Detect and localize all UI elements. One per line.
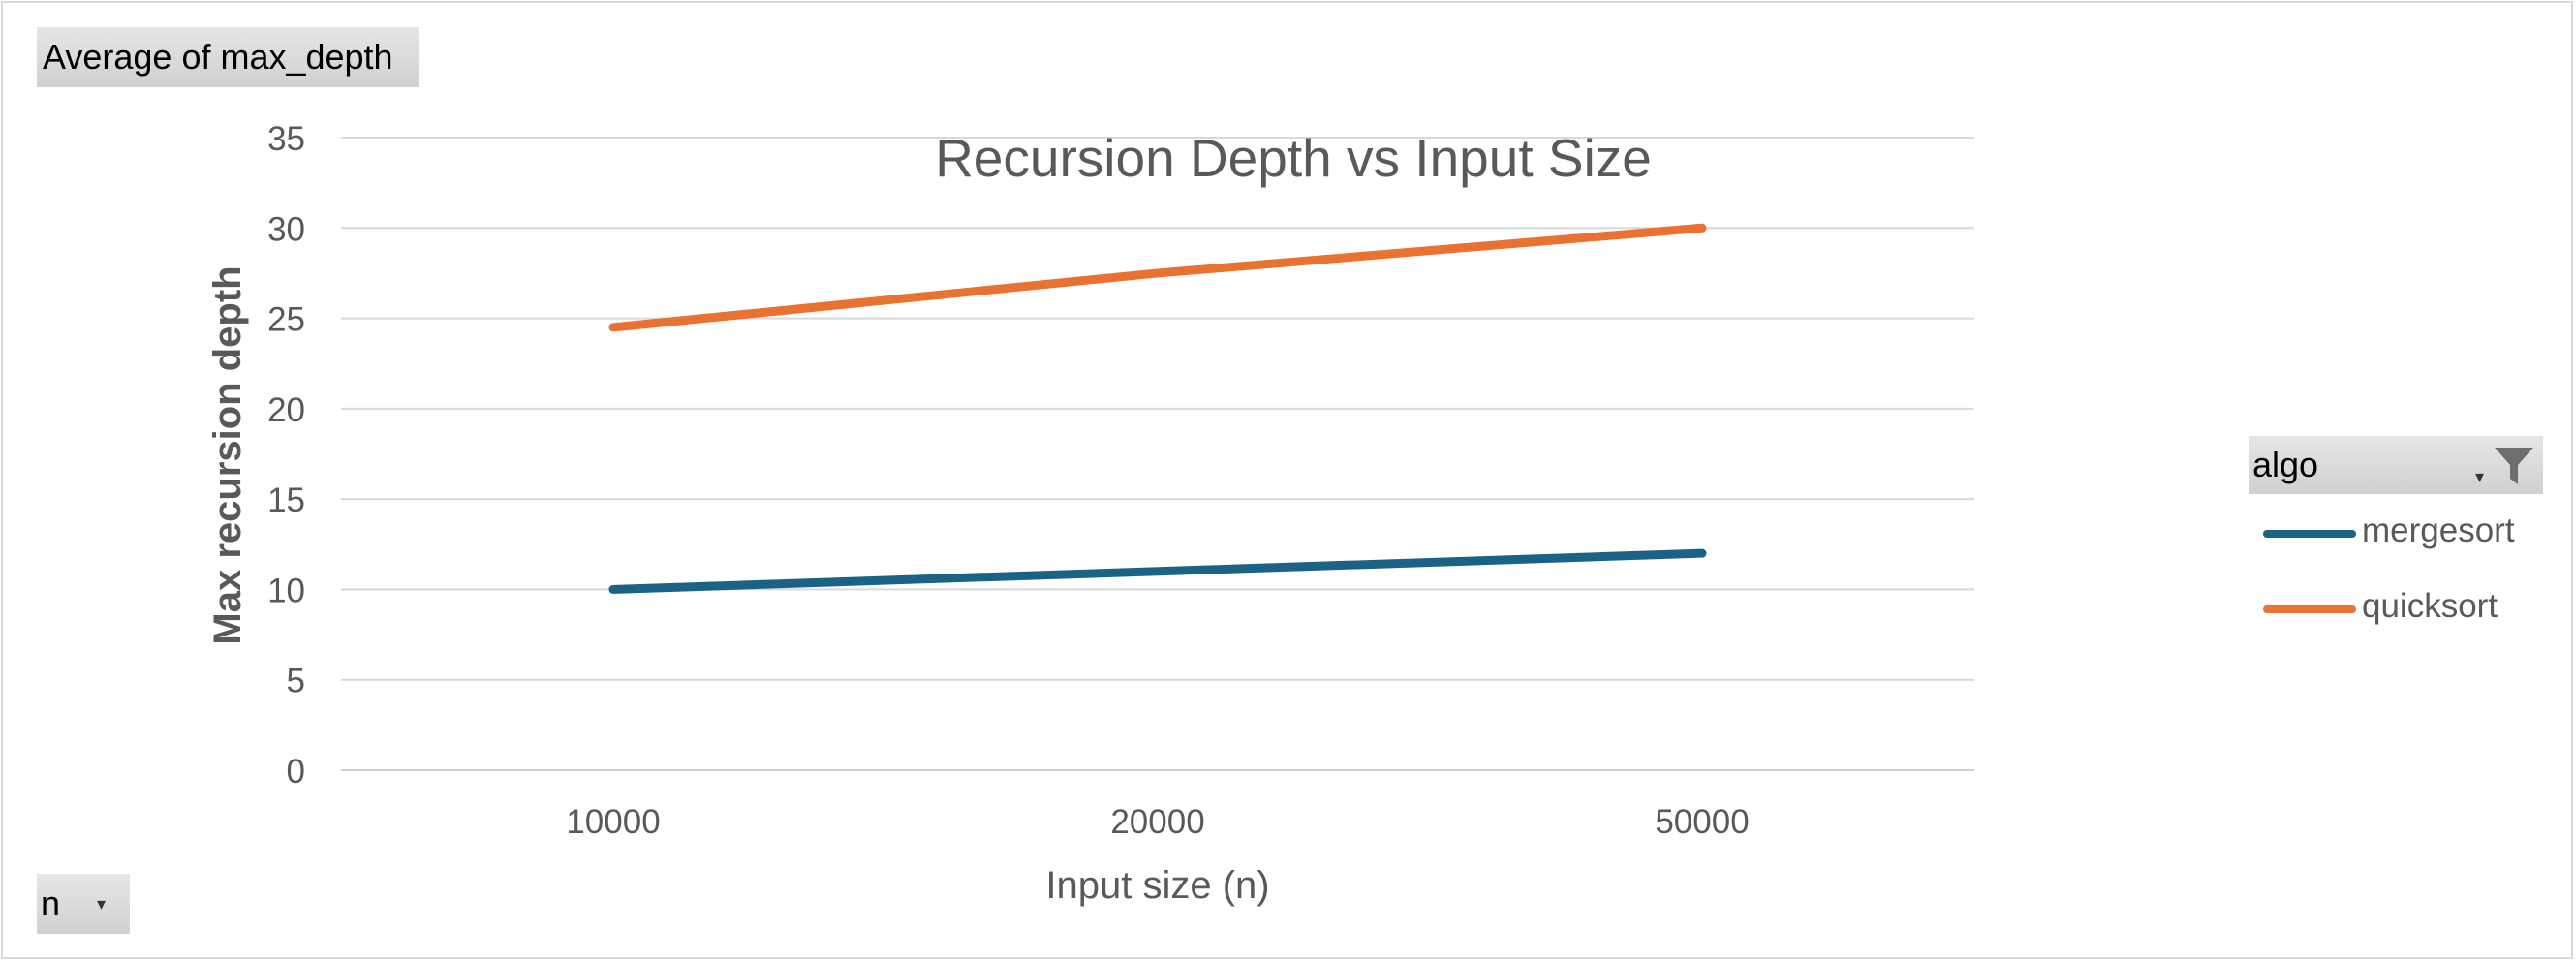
legend-swatch — [2263, 530, 2356, 538]
legend-field-label: algo — [2252, 445, 2319, 484]
legend-label: mergesort — [2362, 512, 2515, 549]
series-line-mergesort — [608, 548, 1707, 594]
filter-funnel-icon[interactable] — [2493, 446, 2535, 486]
dropdown-caret-icon[interactable]: ▾ — [2475, 467, 2485, 486]
values-field-label: Average of max_depth — [43, 37, 393, 77]
y-tick-label: 5 — [287, 663, 305, 700]
chart-title: Recursion Depth vs Input Size — [935, 128, 1652, 188]
y-tick-label: 20 — [267, 391, 305, 429]
dropdown-caret-icon[interactable]: ▾ — [97, 894, 107, 914]
series-line-quicksort — [608, 223, 1707, 332]
x-tick-label: 50000 — [1655, 803, 1749, 841]
x-axis-label: Input size (n) — [1045, 864, 1269, 907]
y-tick-label: 25 — [267, 301, 305, 339]
y-tick-label: 10 — [267, 572, 305, 609]
x-tick-label: 10000 — [566, 803, 660, 841]
axis-field-button[interactable]: n ▾ — [37, 874, 130, 934]
y-tick-label: 0 — [287, 753, 305, 791]
y-tick-label: 15 — [267, 481, 305, 519]
x-tick-label: 20000 — [1110, 803, 1204, 841]
y-tick-label: 30 — [267, 210, 305, 248]
legend-label: quicksort — [2362, 587, 2498, 625]
y-tick-label: 35 — [267, 120, 305, 158]
y-axis-label: Max recursion depth — [206, 265, 249, 644]
axis-field-label: n — [41, 884, 61, 923]
legend-field-button[interactable]: algo ▾ — [2249, 436, 2543, 494]
values-field-button[interactable]: Average of max_depth — [37, 27, 419, 87]
legend-swatch — [2263, 605, 2356, 613]
